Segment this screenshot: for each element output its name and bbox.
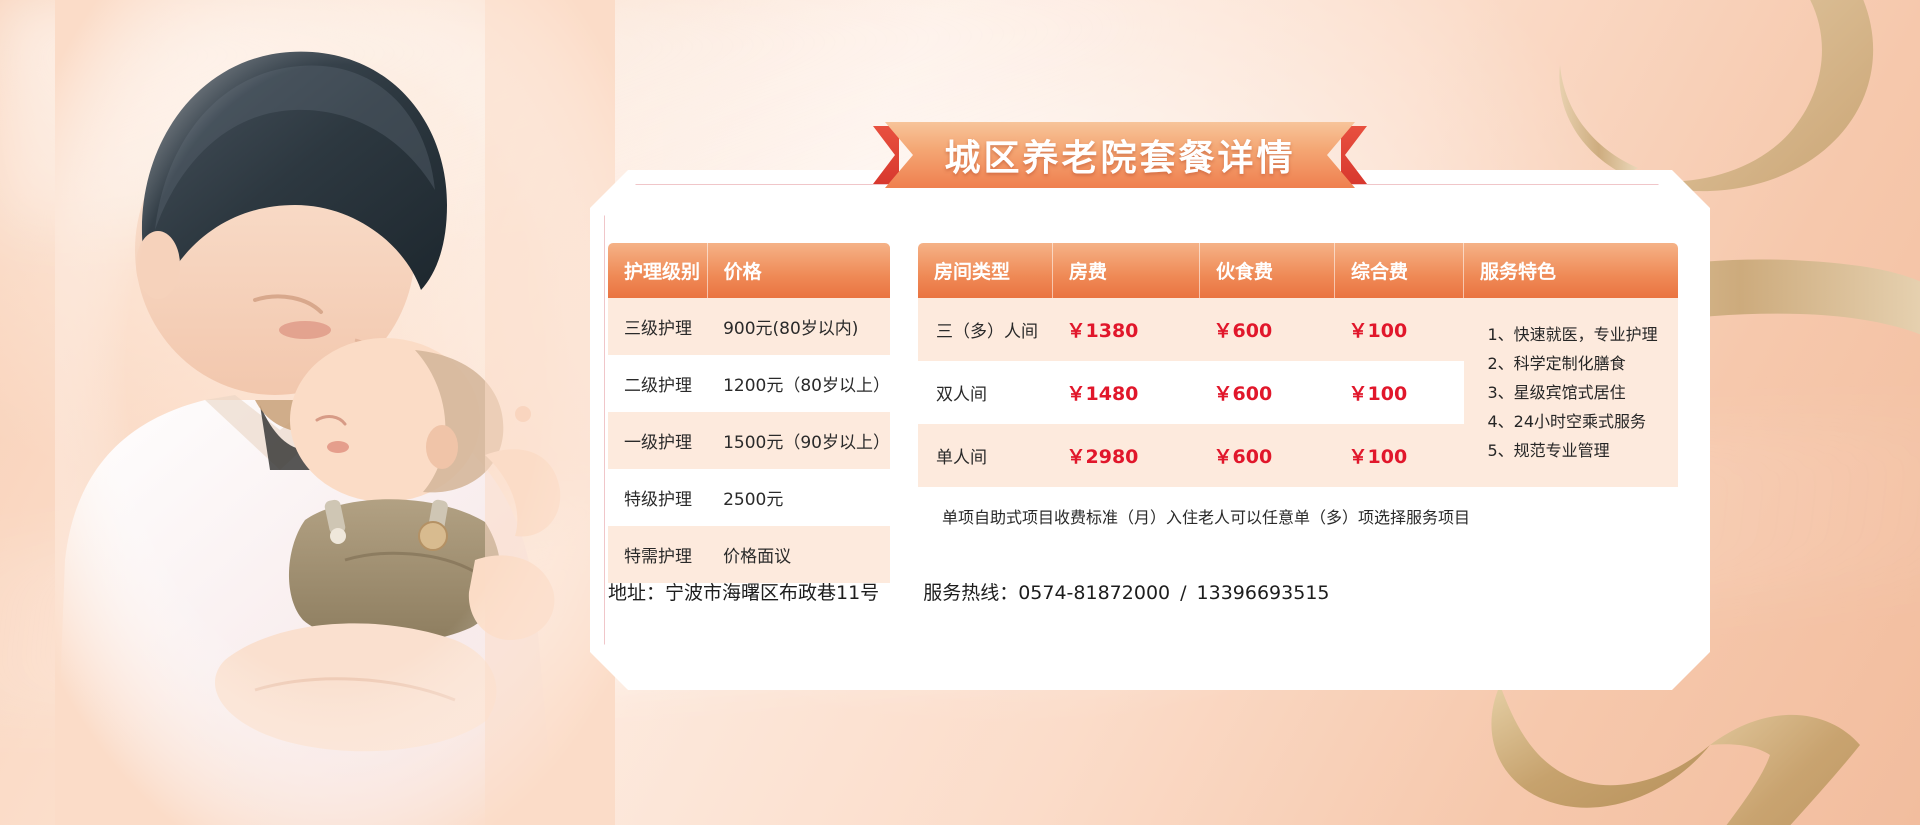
table-row: 特需护理 价格面议 — [608, 526, 890, 583]
care-price-cell: 1500元（90岁以上） — [707, 412, 890, 469]
care-price-cell: 1200元（80岁以上） — [707, 355, 890, 412]
hotline-block: 服务热线：0574-81872000 / 13396693515 — [923, 578, 1329, 605]
title-banner-body: 城区养老院套餐详情 — [885, 122, 1355, 188]
room-misc-cell: ￥100 — [1334, 424, 1464, 487]
room-price-table: 房间类型 房费 伙食费 综合费 服务特色 三（多）人间 ￥1380 ￥600 ￥… — [918, 243, 1678, 545]
service-feature-item: 2、科学定制化膳食 — [1487, 353, 1626, 373]
room-header-misc: 综合费 — [1334, 243, 1464, 298]
banner-tail-right-icon — [1341, 126, 1367, 184]
room-table-header-row: 房间类型 房费 伙食费 综合费 服务特色 — [918, 243, 1678, 298]
service-feature-item: 5、规范专业管理 — [1487, 441, 1610, 461]
table-note-row: 单项自助式项目收费标准（月）入住老人可以任意单（多）项选择服务项目 — [918, 487, 1678, 545]
table-row: 三级护理 900元(80岁以内) — [608, 298, 890, 355]
hotline-landline: 0574-81872000 — [1018, 582, 1171, 604]
care-level-cell: 三级护理 — [608, 298, 708, 355]
care-level-cell: 一级护理 — [608, 412, 708, 469]
room-type-cell: 双人间 — [918, 361, 1053, 424]
room-header-meals: 伙食费 — [1199, 243, 1335, 298]
hotline-mobile: 13396693515 — [1196, 582, 1330, 604]
service-feature-item: 3、星级宾馆式居住 — [1487, 382, 1626, 402]
care-level-table: 护理级别 价格 三级护理 900元(80岁以内) 二级护理 1200元（80岁以… — [608, 243, 890, 583]
service-feature-item: 1、快速就医，专业护理 — [1487, 324, 1658, 344]
room-header-rent: 房费 — [1052, 243, 1200, 298]
care-level-cell: 特级护理 — [608, 469, 708, 526]
care-level-cell: 二级护理 — [608, 355, 708, 412]
room-meals-cell: ￥600 — [1199, 424, 1335, 487]
room-rent-cell: ￥2980 — [1052, 424, 1200, 487]
room-meals-cell: ￥600 — [1199, 298, 1335, 361]
room-misc-cell: ￥100 — [1334, 361, 1464, 424]
room-type-cell: 单人间 — [918, 424, 1053, 487]
page-title: 城区养老院套餐详情 — [944, 138, 1296, 179]
self-service-note: 单项自助式项目收费标准（月）入住老人可以任意单（多）项选择服务项目 — [918, 487, 1678, 545]
room-header-features: 服务特色 — [1463, 243, 1678, 298]
banner-tail-left-icon — [873, 126, 899, 184]
care-header-level: 护理级别 — [608, 243, 708, 298]
hotline-label: 服务热线： — [923, 582, 1019, 604]
care-header-price: 价格 — [707, 243, 890, 298]
table-row: 三（多）人间 ￥1380 ￥600 ￥100 1、快速就医，专业护理 2、科学定… — [918, 298, 1678, 487]
table-row: 二级护理 1200元（80岁以上） — [608, 355, 890, 412]
care-price-cell: 2500元 — [707, 469, 890, 526]
table-row: 双人间 ￥1480 ￥600 ￥100 — [918, 361, 1678, 424]
title-banner — [873, 122, 1367, 188]
room-rent-cell: ￥1480 — [1052, 361, 1200, 424]
care-table-header-row: 护理级别 价格 — [608, 243, 890, 298]
room-type-cell: 三（多）人间 — [918, 298, 1053, 361]
service-features-cell: 1、快速就医，专业护理 2、科学定制化膳食 3、星级宾馆式居住 4、24小时空乘… — [1463, 298, 1678, 487]
hotline-separator: / — [1180, 582, 1187, 604]
room-misc-cell: ￥100 — [1334, 298, 1464, 361]
address-text: 地址：宁波市海曙区布政巷11号 — [608, 582, 880, 604]
care-price-cell: 价格面议 — [707, 526, 890, 583]
care-level-cell: 特需护理 — [608, 526, 708, 583]
room-rent-cell: ￥1380 — [1052, 298, 1200, 361]
hero-photo — [55, 0, 615, 825]
table-row: 特级护理 2500元 — [608, 469, 890, 526]
room-meals-cell: ￥600 — [1199, 361, 1335, 424]
table-row: 单人间 ￥2980 ￥600 ￥100 — [918, 424, 1678, 487]
room-header-type: 房间类型 — [918, 243, 1053, 298]
contact-footer: 地址：宁波市海曙区布政巷11号 服务热线：0574-81872000 / 13396… — [608, 578, 1330, 605]
table-row: 一级护理 1500元（90岁以上） — [608, 412, 890, 469]
service-feature-item: 4、24小时空乘式服务 — [1487, 412, 1647, 432]
care-price-cell: 900元(80岁以内) — [707, 298, 890, 355]
